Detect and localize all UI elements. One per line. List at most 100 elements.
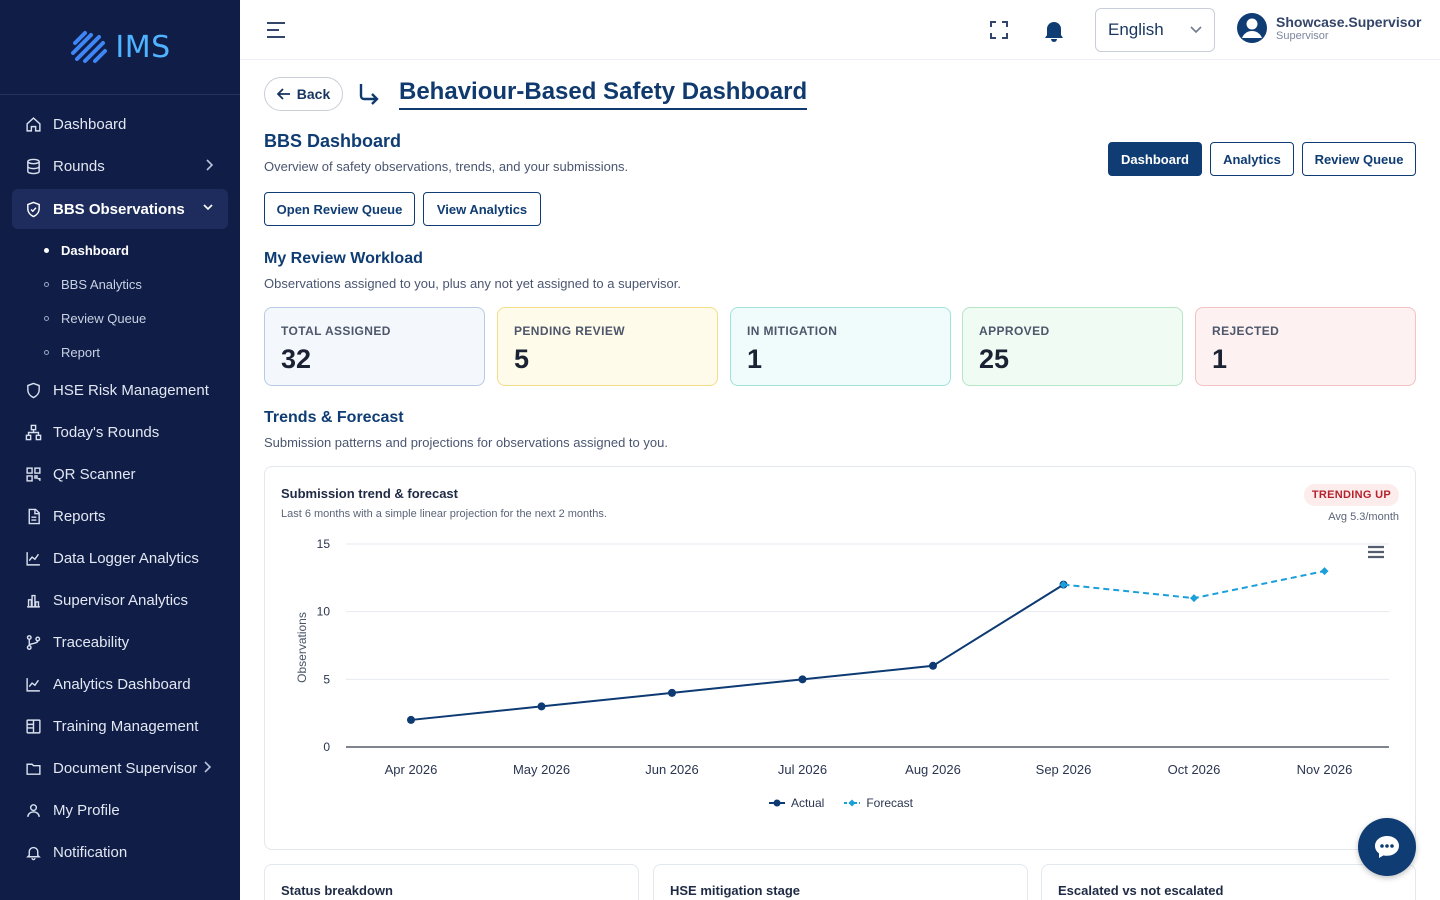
shield-icon <box>24 381 42 399</box>
sidebar-item-todays-rounds[interactable]: Today's Rounds <box>0 411 240 453</box>
bullet-icon <box>44 315 49 321</box>
chart-subtitle: Last 6 months with a simple linear proje… <box>281 508 607 520</box>
bullet-icon <box>44 281 49 287</box>
stat-label: IN MITIGATION <box>747 324 838 338</box>
stat-value: 25 <box>979 344 1010 374</box>
main-content: Back Behaviour-Based Safety Dashboard BB… <box>240 60 1440 900</box>
sidebar-item-document-supervisor[interactable]: Document Supervisor <box>0 747 240 789</box>
turn-down-right-icon <box>359 84 379 105</box>
x-tick-label: Jun 2026 <box>645 762 699 777</box>
user-role: Supervisor <box>1276 29 1329 42</box>
y-tick-label: 0 <box>323 740 330 754</box>
tab-analytics[interactable]: Analytics <box>1210 142 1294 176</box>
line-chart-icon <box>24 675 42 693</box>
sidebar-item-label: Data Logger Analytics <box>53 549 199 567</box>
legend-label: Forecast <box>866 796 914 810</box>
chevron-down-icon <box>203 204 213 211</box>
sidebar-subitem-review-queue[interactable]: Review Queue <box>0 301 240 335</box>
tab-dashboard[interactable]: Dashboard <box>1108 142 1202 176</box>
view-analytics-button[interactable]: View Analytics <box>423 192 541 226</box>
trends-description: Submission patterns and projections for … <box>264 435 668 450</box>
sidebar-item-label: Reports <box>53 507 106 525</box>
sidebar-item-training-management[interactable]: Training Management <box>0 705 240 747</box>
chevron-down-icon <box>1190 26 1202 34</box>
stat-value: 1 <box>747 344 763 374</box>
branch-icon <box>24 633 42 651</box>
sidebar-subitem-label: Report <box>61 344 101 360</box>
sidebar-item-label: HSE Risk Management <box>53 381 209 399</box>
bar-chart-icon <box>24 591 42 609</box>
sidebar-item-label: BBS Observations <box>53 200 185 218</box>
sidebar-subitem-bbs-analytics[interactable]: BBS Analytics <box>0 267 240 301</box>
line-chart-icon <box>24 549 42 567</box>
sidebar-item-qr-scanner[interactable]: QR Scanner <box>0 453 240 495</box>
sidebar-item-label: Training Management <box>53 717 199 735</box>
forecast-data-point <box>1190 594 1198 603</box>
open-review-queue-button[interactable]: Open Review Queue <box>264 192 415 226</box>
sidebar-item-my-profile[interactable]: My Profile <box>0 789 240 831</box>
sidebar-subitem-dashboard[interactable]: Dashboard <box>0 233 240 267</box>
legend-forecast[interactable]: Forecast <box>844 796 913 810</box>
sidebar-item-analytics-dashboard[interactable]: Analytics Dashboard <box>0 663 240 705</box>
tab-review-queue[interactable]: Review Queue <box>1302 142 1416 176</box>
sidebar-item-traceability[interactable]: Traceability <box>0 621 240 663</box>
sidebar-item-label: Notification <box>53 843 128 861</box>
fullscreen-icon[interactable] <box>990 21 1008 39</box>
stat-label: APPROVED <box>979 324 1050 338</box>
sidebar-item-data-logger-analytics[interactable]: Data Logger Analytics <box>0 537 240 579</box>
legend-actual[interactable]: Actual <box>768 796 824 810</box>
stat-approved[interactable]: APPROVED 25 <box>962 307 1183 386</box>
sidebar-item-label: Document Supervisor <box>53 759 198 777</box>
bullet-icon <box>44 349 49 355</box>
sidebar-item-bbs-observations[interactable]: BBS Observations <box>12 189 228 229</box>
x-tick-label: Jul 2026 <box>778 762 827 777</box>
sidebar-item-label: Rounds <box>53 157 105 175</box>
stat-pending-review[interactable]: PENDING REVIEW 5 <box>497 307 718 386</box>
stat-rejected[interactable]: REJECTED 1 <box>1195 307 1416 386</box>
user-icon <box>24 801 42 819</box>
sidebar-item-dashboard[interactable]: Dashboard <box>0 103 240 145</box>
document-icon <box>24 507 42 525</box>
sidebar-subitem-report[interactable]: Report <box>0 335 240 369</box>
sidebar-item-notification[interactable]: Notification <box>0 831 240 873</box>
stat-in-mitigation[interactable]: IN MITIGATION 1 <box>730 307 951 386</box>
trend-badge: TRENDING UP <box>1303 484 1399 506</box>
sidebar-item-label: Dashboard <box>53 115 127 133</box>
chat-icon <box>1375 836 1399 858</box>
back-button[interactable]: Back <box>264 77 343 111</box>
logo[interactable]: IMS <box>0 0 240 95</box>
chart-menu-icon[interactable] <box>1367 545 1385 559</box>
language-select[interactable]: English <box>1095 8 1215 52</box>
user-name: Showcase.Supervisor <box>1276 13 1422 30</box>
sidebar-item-rounds[interactable]: Rounds <box>0 145 240 187</box>
back-label: Back <box>296 86 331 102</box>
hse-mitigation-card: HSE mitigation stage <box>653 864 1028 900</box>
sidebar-item-supervisor-analytics[interactable]: Supervisor Analytics <box>0 579 240 621</box>
section-description: Overview of safety observations, trends,… <box>264 159 629 174</box>
user-menu[interactable]: Showcase.Supervisor Supervisor <box>1236 12 1422 44</box>
chat-button[interactable] <box>1358 818 1416 876</box>
sidebar-subitem-label: Review Queue <box>61 310 147 326</box>
arrow-left-icon <box>276 88 290 100</box>
card-title: Escalated vs not escalated <box>1058 883 1224 898</box>
y-tick-label: 15 <box>317 537 331 551</box>
chevron-right-icon <box>206 159 214 171</box>
sidebar-item-label: My Profile <box>53 801 120 819</box>
home-icon <box>24 115 42 133</box>
menu-icon[interactable] <box>266 21 286 39</box>
sidebar-item-reports[interactable]: Reports <box>0 495 240 537</box>
logo-text: IMS <box>115 29 171 65</box>
y-tick-label: 10 <box>317 605 331 619</box>
notification-bell-icon[interactable] <box>1043 19 1065 43</box>
bell-icon <box>24 843 42 861</box>
section-title: BBS Dashboard <box>264 131 402 151</box>
hierarchy-icon <box>24 423 42 441</box>
legend-forecast-marker <box>844 799 861 807</box>
stat-total-assigned[interactable]: TOTAL ASSIGNED 32 <box>264 307 485 386</box>
language-value: English <box>1108 20 1164 39</box>
actual-data-point <box>668 688 676 697</box>
sidebar-item-hse-risk-management[interactable]: HSE Risk Management <box>0 369 240 411</box>
sidebar-item-label: Traceability <box>53 633 130 651</box>
sidebar-item-label: QR Scanner <box>53 465 136 483</box>
